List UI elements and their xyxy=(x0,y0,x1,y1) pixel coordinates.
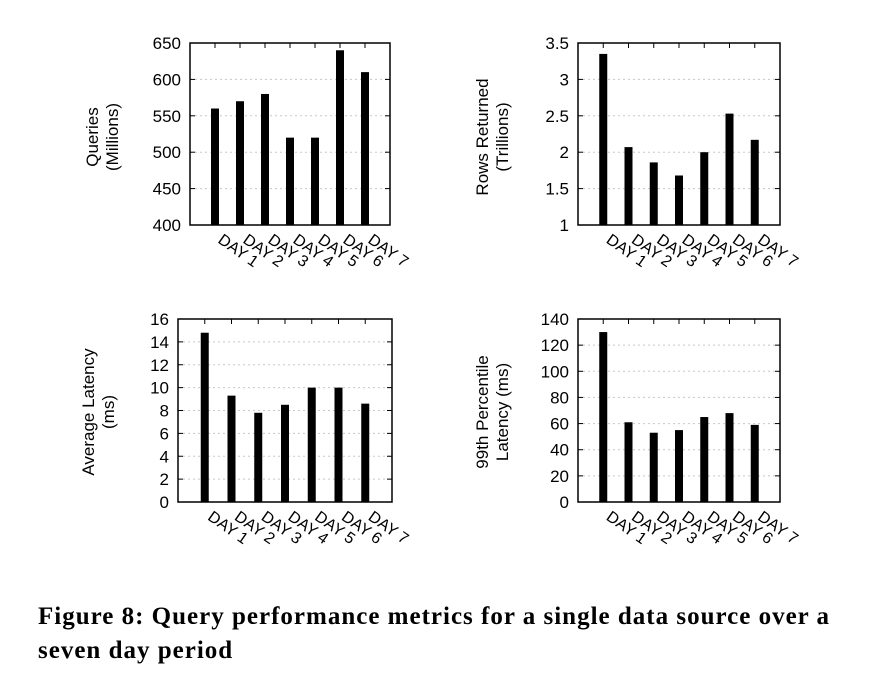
bar xyxy=(336,50,344,225)
y-axis-label: Queries(Millions) xyxy=(83,103,122,171)
bar xyxy=(750,139,759,225)
y-tick-label: 10 xyxy=(150,379,169,398)
y-tick-label: 3 xyxy=(560,70,569,89)
y-tick-label: 0 xyxy=(560,493,569,512)
y-tick-label: 500 xyxy=(153,143,181,162)
y-tick-label: 16 xyxy=(150,310,169,329)
plot-frame xyxy=(189,42,391,226)
y-tick-label: 550 xyxy=(153,107,181,126)
y-axis-label: 99th PercentileLatency (ms) xyxy=(473,355,512,468)
y-tick-label: 1.5 xyxy=(545,180,569,199)
bar xyxy=(700,417,709,502)
y-axis-label: Rows Returned(Trillions) xyxy=(473,78,512,195)
bar xyxy=(675,430,683,502)
y-tick-label: 60 xyxy=(550,415,569,434)
y-tick-label: 80 xyxy=(550,388,569,407)
bar xyxy=(361,72,369,226)
y-tick-label: 2 xyxy=(160,470,169,489)
y-tick-label: 20 xyxy=(550,467,569,486)
plot-frame xyxy=(577,318,781,503)
bar xyxy=(624,147,633,225)
y-axis-label-line: (Millions) xyxy=(103,103,122,171)
y-axis-label-line: Latency (ms) xyxy=(493,363,512,461)
bar xyxy=(211,108,219,225)
bar xyxy=(261,93,269,226)
y-tick-label: 2 xyxy=(560,143,569,162)
bar xyxy=(599,332,608,502)
y-tick-label: 140 xyxy=(541,310,569,329)
y-tick-label: 0 xyxy=(160,493,169,512)
y-tick-label: 120 xyxy=(541,336,569,355)
y-tick-label: 14 xyxy=(150,333,169,352)
y-tick-label: 450 xyxy=(153,180,181,199)
bar xyxy=(700,152,709,225)
bar xyxy=(675,175,683,225)
bar xyxy=(624,422,633,502)
y-tick-label: 3.5 xyxy=(545,34,569,53)
bar xyxy=(254,412,263,502)
bar xyxy=(725,113,734,225)
bar xyxy=(227,395,236,502)
y-axis-label-line: Average Latency xyxy=(79,348,98,476)
y-axis-label: Average Latency(ms) xyxy=(79,348,118,476)
bar xyxy=(281,404,289,502)
bar xyxy=(236,101,244,225)
bar xyxy=(286,137,294,225)
y-axis-label-line: Queries xyxy=(83,107,102,167)
y-tick-label: 40 xyxy=(550,441,569,460)
figure-caption: Figure 8: Query performance metrics for … xyxy=(38,603,831,664)
y-tick-label: 6 xyxy=(160,424,169,443)
y-axis-label-line: Rows Returned xyxy=(473,78,492,195)
bar xyxy=(334,387,343,502)
bar xyxy=(311,137,319,225)
y-tick-label: 400 xyxy=(153,216,181,235)
y-tick-label: 2.5 xyxy=(545,107,569,126)
y-tick-label: 4 xyxy=(160,447,169,466)
y-axis-label-line: (Trillions) xyxy=(493,102,512,171)
bar xyxy=(361,403,370,502)
bar xyxy=(725,413,734,502)
bar xyxy=(649,162,658,225)
y-tick-label: 600 xyxy=(153,70,181,89)
plot-frame xyxy=(577,42,781,226)
y-tick-label: 8 xyxy=(160,402,169,421)
y-tick-label: 1 xyxy=(560,216,569,235)
y-tick-label: 12 xyxy=(150,356,169,375)
bar xyxy=(307,387,316,502)
plot-frame xyxy=(177,318,393,503)
y-axis-label-line: (ms) xyxy=(99,395,118,429)
bar xyxy=(599,53,608,225)
y-tick-label: 650 xyxy=(153,34,181,53)
bar xyxy=(750,424,759,502)
y-axis-label-line: 99th Percentile xyxy=(473,355,492,468)
bar xyxy=(200,332,209,502)
y-tick-label: 100 xyxy=(541,362,569,381)
bar xyxy=(649,432,658,502)
